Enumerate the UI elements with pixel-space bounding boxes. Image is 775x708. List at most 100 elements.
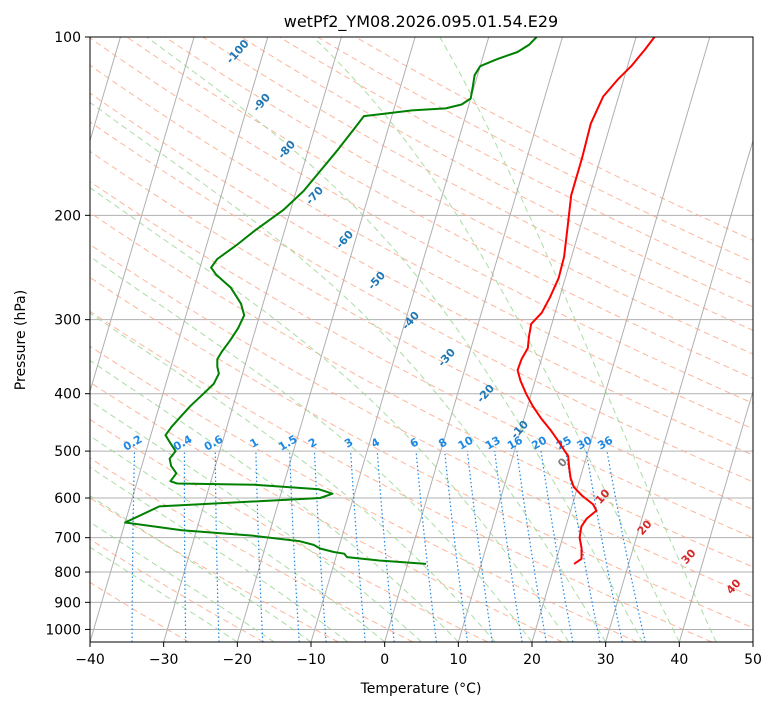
dry-adiabat (90, 276, 753, 629)
mixing-ratio-line (466, 451, 493, 642)
dry-adiabat (90, 581, 190, 642)
dry-adiabat (90, 538, 264, 642)
dry-adiabat (90, 243, 753, 598)
moist-adiabat (90, 187, 570, 642)
isotherm-label: -80 (275, 138, 298, 162)
x-tick-label: −20 (223, 652, 253, 668)
mixing-ratio-line (376, 451, 395, 642)
mixing-ratio-line (255, 451, 264, 642)
mixing-ratio-line (415, 451, 437, 642)
y-tick-label: 300 (54, 313, 81, 329)
dry-adiabat (126, 37, 753, 379)
y-axis-label: Pressure (hPa) (13, 290, 29, 390)
mixing-ratio-label: 0.2 (121, 433, 144, 454)
x-tick-label: 0 (380, 652, 389, 668)
moist-adiabat (90, 466, 349, 642)
mixing-ratio-label: 2 (306, 436, 319, 451)
x-tick-label: 50 (744, 652, 762, 668)
y-tick-label: 1000 (45, 622, 81, 638)
moist-adiabat (90, 359, 459, 642)
isotherm-line (605, 138, 753, 642)
mixing-ratio-line (494, 451, 523, 642)
mixing-ratio-line (540, 451, 574, 642)
dry-adiabat (279, 37, 753, 285)
mixing-ratio-line (214, 451, 220, 642)
x-tick-label: 20 (523, 652, 541, 668)
mixing-ratio-line (131, 451, 136, 642)
background-lines (82, 37, 753, 642)
dry-adiabat (90, 497, 339, 642)
x-tick-label: −30 (149, 652, 179, 668)
isotherm-line (531, 37, 711, 642)
isotherm-line (678, 389, 753, 642)
x-axis-label: Temperature (°C) (360, 681, 482, 697)
x-tick-label: 40 (670, 652, 688, 668)
mixing-ratio-line (565, 451, 601, 642)
dry-adiabat (90, 418, 488, 642)
isotherm-label: -20 (474, 382, 497, 406)
isotherm-line (163, 37, 342, 642)
isotherm-line (90, 37, 121, 143)
x-tick-label: −10 (296, 652, 326, 668)
isotherm-line (310, 37, 490, 642)
dry-adiabat (90, 37, 753, 404)
mixing-ratio-line (82, 451, 88, 642)
mixing-ratio-labels: 0.2 0.4 0.6 1 1.5 2 3 4 6 8 10 13 16 20 25 30 36 (121, 432, 615, 453)
dry-adiabat (240, 37, 753, 308)
moist-adiabat (439, 37, 717, 642)
y-tick-label: 200 (54, 208, 81, 224)
x-tick-label: −40 (75, 652, 105, 668)
x-axis: −40 −30 −20 −10 0 10 20 30 40 50 (75, 642, 762, 668)
profiles (124, 37, 656, 565)
mixing-ratio-line (585, 450, 623, 642)
moist-adiabat (90, 400, 422, 642)
dry-adiabat (90, 64, 753, 430)
plot-frame (89, 36, 754, 643)
dry-adiabat (90, 310, 712, 642)
moist-adiabat (146, 37, 643, 642)
y-tick-label: 900 (54, 595, 81, 611)
moist-adiabat (90, 101, 607, 642)
moist-adiabat (90, 546, 238, 642)
y-axis: 100 200 300 400 500 600 700 800 900 1000 (45, 30, 90, 638)
mixing-ratio-label: 4 (369, 435, 382, 450)
mixing-ratio-label: 13 (483, 434, 503, 453)
x-tick-label: 10 (449, 652, 467, 668)
x-tick-label: 30 (597, 652, 615, 668)
mixing-ratio-line (350, 451, 366, 642)
isotherm-label: -30 (435, 346, 458, 370)
moist-adiabat (312, 37, 680, 642)
mixing-ratio-label: 0.6 (202, 432, 226, 453)
isotherm-label: 30 (679, 546, 699, 566)
mixing-ratio-label: 10 (456, 433, 476, 452)
isotherm-label: 40 (724, 576, 744, 596)
chart-title: wetPf2_YM08.2026.095.01.54.E29 (284, 12, 558, 32)
isotherm-line (384, 37, 563, 642)
y-tick-label: 400 (54, 387, 81, 403)
dry-adiabat (90, 180, 753, 539)
y-tick-label: 800 (54, 565, 81, 581)
mixing-ratio-line (444, 451, 469, 642)
moist-adiabat (90, 312, 496, 642)
dry-adiabat (90, 345, 638, 642)
mixing-ratio-label: 36 (595, 433, 615, 452)
mixing-ratio-line (606, 450, 646, 642)
isotherm-line (90, 37, 269, 642)
dry-adiabat (90, 150, 753, 511)
dry-adiabat (355, 37, 753, 241)
isotherm-line (236, 37, 416, 642)
isotherm-line (457, 37, 637, 642)
isotherm-label: -50 (365, 269, 388, 293)
dry-adiabat (90, 121, 753, 483)
isotherm-line (752, 640, 753, 642)
dewpoint-profile (124, 37, 538, 565)
mixing-ratio-label: 8 (436, 436, 449, 451)
y-tick-label: 100 (54, 30, 81, 46)
moist-adiabat (90, 255, 533, 642)
moist-adiabat (90, 495, 312, 642)
temperature-profile (516, 37, 656, 565)
mixing-ratio-label: 1.5 (276, 433, 299, 454)
dry-adiabat (90, 92, 753, 456)
